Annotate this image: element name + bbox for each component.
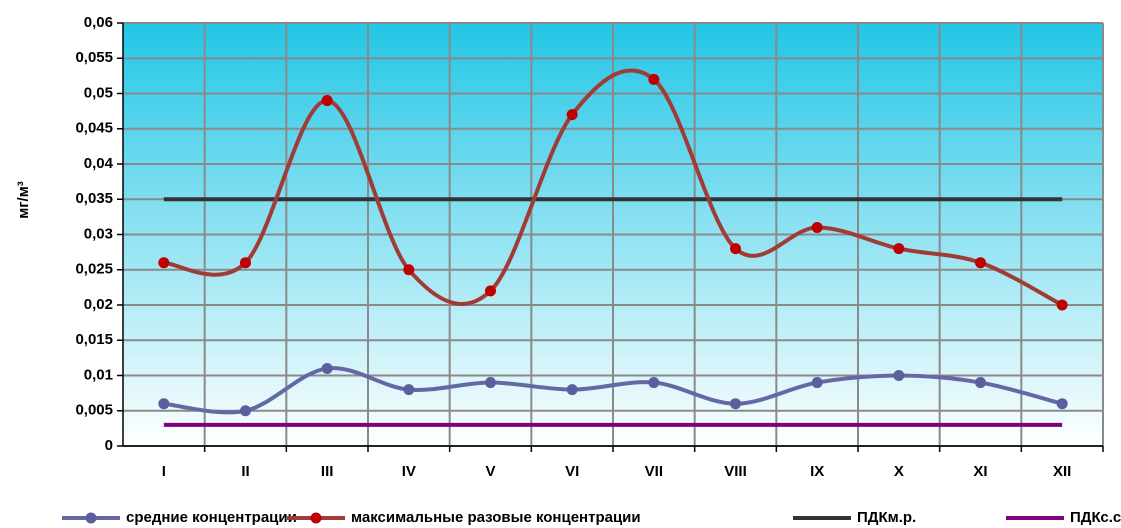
marker	[566, 384, 578, 396]
x-tick-label: V	[485, 463, 495, 480]
y-tick-label: 0,04	[84, 155, 114, 172]
y-tick-label: 0,005	[75, 402, 113, 419]
marker	[566, 109, 578, 121]
y-tick-label: 0,06	[84, 14, 113, 31]
y-tick-label: 0,055	[75, 49, 113, 66]
y-tick-label: 0,01	[84, 366, 113, 383]
marker	[403, 384, 415, 396]
marker	[158, 398, 170, 410]
legend-marker	[85, 512, 97, 524]
legend-marker	[310, 512, 322, 524]
y-tick-label: 0,015	[75, 331, 113, 348]
x-tick-label: III	[321, 463, 334, 480]
y-tick-label: 0,05	[84, 84, 113, 101]
legend-label: максимальные разовые концентрации	[351, 509, 641, 526]
marker	[975, 377, 986, 389]
marker	[811, 377, 823, 389]
legend-label: ПДКм.р.	[857, 509, 916, 526]
x-tick-label: I	[162, 463, 166, 480]
marker	[893, 370, 905, 381]
marker	[811, 221, 823, 233]
legend-label: средние концентрации	[126, 509, 297, 526]
x-tick-label: XII	[1053, 463, 1071, 480]
marker	[403, 264, 415, 276]
marker	[648, 73, 660, 85]
x-tick-label: IV	[402, 463, 416, 480]
marker	[485, 377, 496, 389]
y-tick-label: 0,025	[75, 261, 113, 278]
marker	[240, 257, 251, 269]
y-axis-label: мг/м³	[15, 181, 32, 219]
marker	[730, 243, 741, 255]
legend-label: ПДКс.с.	[1070, 509, 1121, 526]
y-tick-label: 0,035	[75, 190, 113, 207]
x-tick-label: XI	[973, 463, 987, 480]
marker	[1056, 299, 1068, 311]
series-line	[163, 366, 1063, 415]
y-tick-label: 0,045	[75, 120, 113, 137]
x-tick-label: VII	[645, 463, 663, 480]
marker	[321, 95, 333, 107]
marker	[730, 398, 741, 410]
marker	[321, 362, 333, 374]
marker	[158, 257, 170, 269]
x-tick-label: II	[241, 463, 249, 480]
y-tick-label: 0,02	[84, 296, 113, 313]
marker	[893, 243, 905, 255]
x-tick-label: X	[894, 463, 904, 480]
marker	[240, 405, 251, 417]
marker	[975, 257, 986, 269]
x-tick-label: VIII	[724, 463, 747, 480]
x-tick-label: IX	[810, 463, 824, 480]
x-tick-label: VI	[565, 463, 579, 480]
marker	[1056, 398, 1068, 410]
marker	[648, 377, 660, 389]
marker	[485, 285, 496, 297]
y-tick-label: 0	[105, 437, 113, 454]
y-tick-label: 0,03	[84, 225, 113, 242]
